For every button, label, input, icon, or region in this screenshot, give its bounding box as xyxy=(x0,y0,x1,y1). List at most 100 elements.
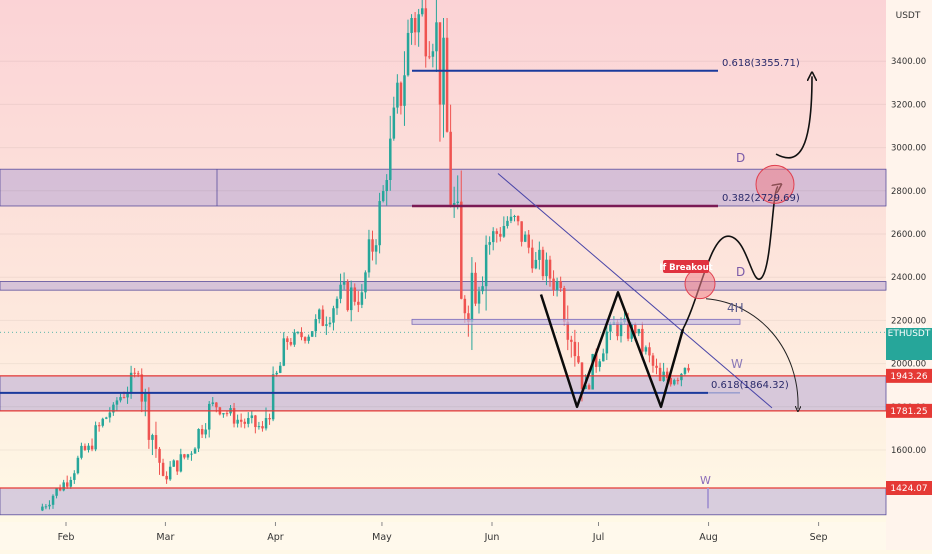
y-tick-label: 1600.00 xyxy=(891,446,926,456)
price-badge-text: 1943.26 xyxy=(890,372,927,382)
candle-body xyxy=(658,367,662,381)
candle-body xyxy=(641,328,644,352)
candle-body xyxy=(374,245,378,252)
candle-body xyxy=(570,339,573,342)
candle-body xyxy=(90,445,94,450)
candle-body xyxy=(417,14,420,33)
candle-body xyxy=(381,191,385,202)
candle-body xyxy=(648,347,651,356)
candle-body xyxy=(644,347,648,352)
price-badge-text: 1781.25 xyxy=(890,407,927,417)
candle-body xyxy=(452,203,456,205)
candle-body xyxy=(289,342,293,345)
candle-body xyxy=(637,328,641,334)
candle-body xyxy=(122,397,126,399)
candle-body xyxy=(279,365,282,373)
candle-body xyxy=(687,367,690,371)
candle-body xyxy=(151,435,154,440)
candle-body xyxy=(456,201,459,204)
candle-body xyxy=(51,495,55,505)
candle-body xyxy=(115,400,119,405)
candle-body xyxy=(548,259,552,279)
annotation-label: W xyxy=(700,474,711,487)
candle-body xyxy=(406,32,410,76)
candle-body xyxy=(254,415,257,428)
candle-body xyxy=(87,445,90,450)
candle-body xyxy=(594,353,598,367)
fib-label: 0.382(2729.69) xyxy=(722,193,800,204)
zone-1 xyxy=(0,281,887,291)
ticker-label: ETHUSDT xyxy=(887,329,931,339)
projection-path-2 xyxy=(775,76,812,159)
candle-body xyxy=(80,445,83,458)
candle-body xyxy=(438,22,442,105)
candle-body xyxy=(541,249,545,277)
candle-body xyxy=(488,242,491,245)
last-price-tag: ETHUSDT xyxy=(886,328,932,360)
candle-body xyxy=(105,417,108,419)
y-tick-label: 2600.00 xyxy=(891,230,926,240)
candle-body xyxy=(371,239,374,252)
candle-body xyxy=(470,272,474,322)
candle-body xyxy=(204,429,207,435)
candle-body xyxy=(247,418,250,424)
candle-body xyxy=(513,215,516,217)
price-badge xyxy=(886,481,932,496)
y-tick-label: 2200.00 xyxy=(891,316,926,326)
candle-body xyxy=(328,322,332,325)
candle-body xyxy=(211,402,215,404)
candle-body xyxy=(538,249,541,260)
candle-body xyxy=(97,425,101,427)
y-tick-label: 3400.00 xyxy=(891,57,926,67)
candle-body xyxy=(158,448,161,463)
candle-body xyxy=(222,413,225,415)
candle-body xyxy=(527,234,530,248)
candle-body xyxy=(48,504,51,507)
x-tick-label: Apr xyxy=(267,532,284,543)
candle-body xyxy=(577,356,580,363)
candle-body xyxy=(584,385,587,390)
candle-body xyxy=(133,372,136,374)
candle-body xyxy=(566,321,570,340)
candle-body xyxy=(300,332,303,338)
w-pattern xyxy=(539,291,685,409)
candle-body xyxy=(41,506,44,511)
candle-body xyxy=(268,418,271,420)
fib-label: 0.618(1864.32) xyxy=(711,380,789,391)
candle-body xyxy=(385,180,388,192)
candle-body xyxy=(424,8,428,57)
x-tick-label: Feb xyxy=(58,532,75,543)
candle-body xyxy=(552,278,555,290)
x-axis: Feb Mar Apr May Jun Jul Aug Sep xyxy=(58,522,828,543)
candle-body xyxy=(62,482,65,491)
candle-body xyxy=(531,247,534,269)
y-tick-label: 3200.00 xyxy=(891,100,926,110)
candle-body xyxy=(364,272,367,293)
candle-body xyxy=(310,331,314,337)
candle-body xyxy=(332,308,335,323)
price-badge xyxy=(886,368,932,383)
candle-body xyxy=(282,338,286,366)
candle-body xyxy=(502,226,506,237)
candle-body xyxy=(176,460,179,472)
target-circle xyxy=(755,164,795,204)
x-tick-label: Jun xyxy=(484,532,500,543)
candle-body xyxy=(463,298,467,314)
candle-body xyxy=(616,321,619,337)
candle-body xyxy=(179,454,183,472)
candle-body xyxy=(129,372,133,393)
candle-body xyxy=(165,475,168,480)
candle-body xyxy=(523,234,527,242)
candle-body xyxy=(626,318,630,339)
candle-body xyxy=(154,435,158,449)
candles-layer xyxy=(41,0,690,512)
candle-body xyxy=(293,332,296,345)
candle-body xyxy=(66,482,69,487)
candle-body xyxy=(126,392,129,398)
candle-body xyxy=(161,462,165,476)
candle-body xyxy=(655,365,658,368)
candle-body xyxy=(598,361,601,367)
candle-body xyxy=(481,286,484,292)
candle-body xyxy=(516,215,520,222)
